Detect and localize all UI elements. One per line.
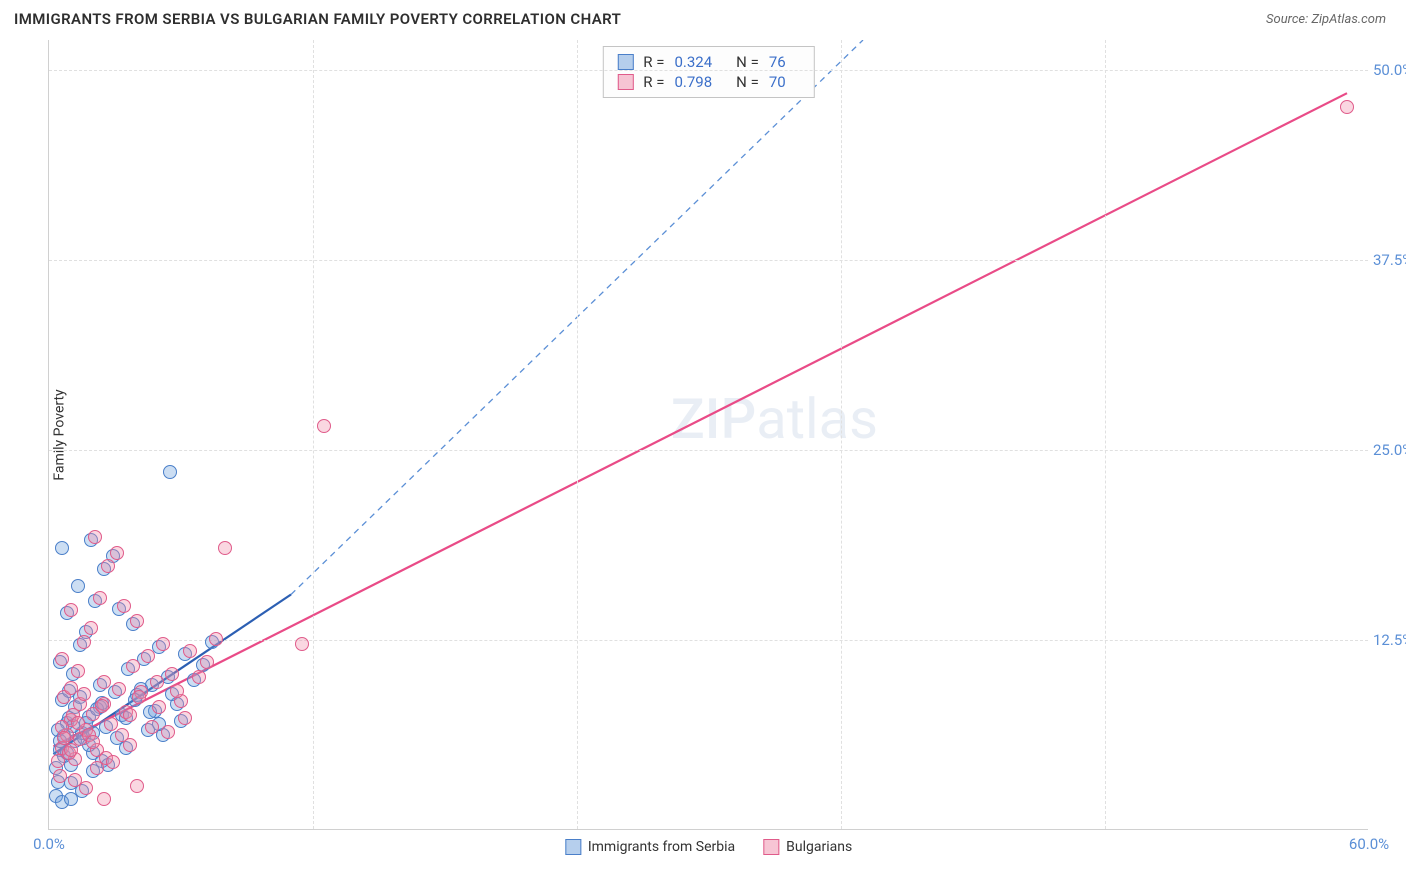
legend-series-label: Bulgarians — [786, 839, 852, 855]
scatter-point — [90, 761, 104, 775]
scatter-point — [112, 682, 126, 696]
legend-r-label: R = — [643, 73, 664, 91]
scatter-point — [71, 716, 85, 730]
gridline-h — [49, 450, 1368, 451]
scatter-point — [55, 541, 69, 555]
scatter-point — [295, 637, 309, 651]
legend-series-item: Immigrants from Serbia — [565, 839, 735, 855]
scatter-point — [64, 743, 78, 757]
scatter-point — [93, 591, 107, 605]
legend-swatch — [565, 839, 581, 855]
scatter-point — [101, 559, 115, 573]
scatter-point — [117, 599, 131, 613]
scatter-point — [209, 632, 223, 646]
chart-area: Family Poverty ZIPatlas R =0.324N =76R =… — [48, 40, 1368, 830]
scatter-point — [126, 659, 140, 673]
scatter-point — [64, 603, 78, 617]
scatter-point — [77, 687, 91, 701]
scatter-point — [97, 675, 111, 689]
scatter-point — [95, 699, 109, 713]
scatter-point — [152, 700, 166, 714]
scatter-point — [55, 652, 69, 666]
legend-series-item: Bulgarians — [763, 839, 852, 855]
y-tick-label: 37.5% — [1373, 251, 1406, 269]
scatter-point — [218, 541, 232, 555]
gridline-h — [49, 640, 1368, 641]
legend-r-value: 0.324 — [674, 53, 712, 71]
chart-title: IMMIGRANTS FROM SERBIA VS BULGARIAN FAMI… — [14, 10, 621, 28]
scatter-point — [77, 635, 91, 649]
scatter-point — [156, 637, 170, 651]
scatter-point — [130, 614, 144, 628]
legend-correlation-row: R = 0.798 N = 70 — [617, 72, 799, 92]
scatter-point — [170, 684, 184, 698]
gridline-h — [49, 70, 1368, 71]
legend-correlation-row: R = 0.324 N = 76 — [617, 52, 799, 72]
scatter-point — [84, 621, 98, 635]
legend-swatch — [617, 74, 633, 90]
gridline-v — [841, 40, 842, 829]
scatter-point — [79, 781, 93, 795]
scatter-point — [110, 546, 124, 560]
legend-r-value: 0.798 — [674, 73, 712, 91]
y-tick-label: 50.0% — [1373, 61, 1406, 79]
scatter-point — [130, 779, 144, 793]
scatter-point — [317, 419, 331, 433]
gridline-v — [1105, 40, 1106, 829]
scatter-point — [71, 579, 85, 593]
scatter-point — [178, 711, 192, 725]
scatter-point — [64, 681, 78, 695]
scatter-point — [115, 728, 129, 742]
scatter-point — [132, 690, 146, 704]
scatter-point — [123, 708, 137, 722]
scatter-point — [192, 670, 206, 684]
scatter-point — [150, 675, 164, 689]
scatter-point — [183, 644, 197, 658]
x-tick-label: 0.0% — [33, 835, 65, 853]
scatter-point — [86, 735, 100, 749]
scatter-point — [64, 792, 78, 806]
scatter-point — [141, 649, 155, 663]
legend-correlation-box: R = 0.324 N = 76 R = 0.798 N = 70 — [602, 46, 814, 98]
legend-n-label: N = — [736, 53, 759, 71]
chart-header: IMMIGRANTS FROM SERBIA VS BULGARIAN FAMI… — [0, 0, 1406, 32]
legend-n-label: N = — [736, 73, 759, 91]
y-tick-label: 25.0% — [1373, 441, 1406, 459]
scatter-point — [88, 530, 102, 544]
scatter-point — [200, 655, 214, 669]
legend-r-label: R = — [643, 53, 664, 71]
plot-region: ZIPatlas R =0.324N =76R =0.798N =70 Immi… — [48, 40, 1368, 830]
legend-n-value: 70 — [769, 73, 786, 91]
scatter-point — [71, 664, 85, 678]
scatter-point — [1340, 100, 1354, 114]
gridline-v — [313, 40, 314, 829]
gridline-v — [577, 40, 578, 829]
x-tick-label: 60.0% — [1349, 835, 1389, 853]
trend-lines — [49, 40, 1369, 830]
scatter-point — [165, 667, 179, 681]
y-tick-label: 12.5% — [1373, 631, 1406, 649]
scatter-point — [145, 720, 159, 734]
legend-series-label: Immigrants from Serbia — [588, 839, 735, 855]
chart-source: Source: ZipAtlas.com — [1266, 12, 1386, 27]
scatter-point — [161, 725, 175, 739]
legend-swatch — [617, 54, 633, 70]
scatter-point — [106, 755, 120, 769]
scatter-point — [53, 769, 67, 783]
legend-n-value: 76 — [769, 53, 786, 71]
scatter-point — [97, 792, 111, 806]
gridline-h — [49, 260, 1368, 261]
scatter-point — [163, 465, 177, 479]
legend-series: Immigrants from Serbia Bulgarians — [565, 839, 852, 855]
legend-swatch — [763, 839, 779, 855]
watermark: ZIPatlas — [671, 386, 878, 452]
